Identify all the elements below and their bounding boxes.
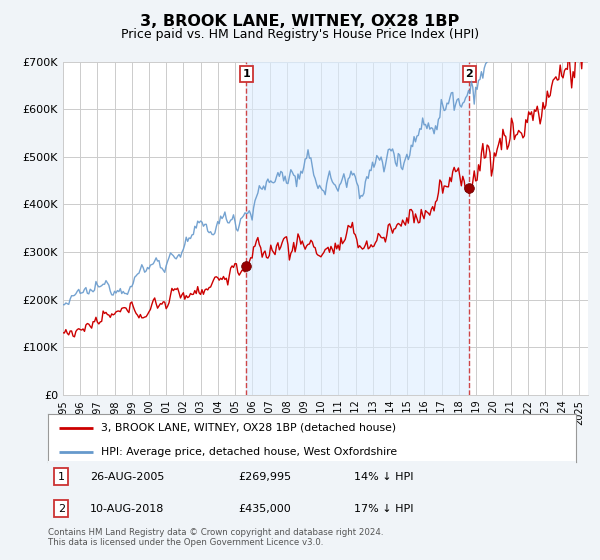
Text: 3, BROOK LANE, WITNEY, OX28 1BP: 3, BROOK LANE, WITNEY, OX28 1BP <box>140 14 460 29</box>
Text: Price paid vs. HM Land Registry's House Price Index (HPI): Price paid vs. HM Land Registry's House … <box>121 28 479 41</box>
Text: 3, BROOK LANE, WITNEY, OX28 1BP (detached house): 3, BROOK LANE, WITNEY, OX28 1BP (detache… <box>101 423 396 433</box>
Text: 17% ↓ HPI: 17% ↓ HPI <box>354 503 414 514</box>
Text: 1: 1 <box>58 472 65 482</box>
Text: 1: 1 <box>242 69 250 79</box>
Text: £435,000: £435,000 <box>238 503 291 514</box>
Text: £269,995: £269,995 <box>238 472 291 482</box>
Text: 26-AUG-2005: 26-AUG-2005 <box>90 472 164 482</box>
Text: Contains HM Land Registry data © Crown copyright and database right 2024.
This d: Contains HM Land Registry data © Crown c… <box>48 528 383 548</box>
Text: HPI: Average price, detached house, West Oxfordshire: HPI: Average price, detached house, West… <box>101 446 397 456</box>
Text: 14% ↓ HPI: 14% ↓ HPI <box>354 472 414 482</box>
Text: 2: 2 <box>466 69 473 79</box>
Bar <box>247 62 469 395</box>
Text: 10-AUG-2018: 10-AUG-2018 <box>90 503 164 514</box>
Text: 2: 2 <box>58 503 65 514</box>
